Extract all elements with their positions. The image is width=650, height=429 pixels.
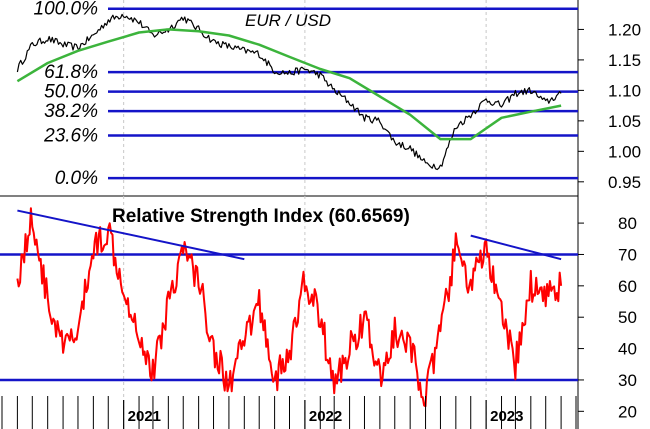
price-tick-label: 1.15 bbox=[608, 51, 641, 70]
moving-average-line bbox=[16, 28, 562, 141]
price-chart-title: EUR / USD bbox=[245, 11, 331, 30]
year-label: 2022 bbox=[309, 408, 342, 425]
fibonacci-label: 50.0% bbox=[44, 82, 98, 103]
price-axis-ticks: 1.20 1.15 1.10 1.05 1.00 0.95 bbox=[578, 20, 641, 192]
eurusd-price-line bbox=[16, 13, 562, 171]
fibonacci-label: 100.0% bbox=[34, 0, 99, 20]
fibonacci-lines bbox=[108, 7, 578, 180]
year-label: 2023 bbox=[490, 408, 523, 425]
rsi-tick-label: 80 bbox=[618, 214, 637, 233]
rsi-tick-label: 40 bbox=[618, 340, 637, 359]
rsi-trendline bbox=[470, 234, 562, 261]
year-label: 2021 bbox=[128, 408, 161, 425]
price-tick-label: 0.95 bbox=[608, 173, 641, 192]
rsi-line bbox=[16, 207, 563, 408]
price-tick-label: 1.00 bbox=[608, 142, 641, 161]
price-tick-label: 1.20 bbox=[608, 20, 641, 39]
rsi-tick-label: 30 bbox=[618, 371, 637, 390]
fibonacci-label: 0.0% bbox=[55, 168, 98, 189]
rsi-gridlines bbox=[123, 196, 487, 429]
price-series bbox=[16, 13, 562, 171]
price-tick-label: 1.10 bbox=[608, 81, 641, 100]
rsi-trendlines bbox=[17, 209, 562, 261]
price-tick-label: 1.05 bbox=[608, 112, 641, 131]
rsi-tick-label: 60 bbox=[618, 277, 637, 296]
rsi-axis-ticks: 80 70 60 50 40 30 20 bbox=[578, 214, 637, 421]
rsi-panel: Relative Strength Index (60.6569) 80 70 60… bbox=[0, 196, 637, 429]
price-gridlines bbox=[123, 0, 487, 196]
rsi-tick-label: 70 bbox=[618, 245, 637, 264]
fibonacci-labels: 100.0% 61.8%50.0%38.2% 23.6% 0.0% bbox=[34, 0, 99, 189]
rsi-series bbox=[16, 207, 563, 408]
fibonacci-label: 38.2% bbox=[44, 101, 98, 122]
rsi-tick-label: 20 bbox=[618, 402, 637, 421]
time-axis: 2021 2022 2023 bbox=[1, 396, 577, 429]
fibonacci-label: 61.8% bbox=[44, 62, 98, 83]
rsi-chart-title: Relative Strength Index (60.6569) bbox=[112, 206, 410, 227]
rsi-trendline bbox=[17, 209, 245, 261]
rsi-tick-label: 50 bbox=[618, 308, 637, 327]
fibonacci-label: 23.6% bbox=[43, 125, 98, 146]
